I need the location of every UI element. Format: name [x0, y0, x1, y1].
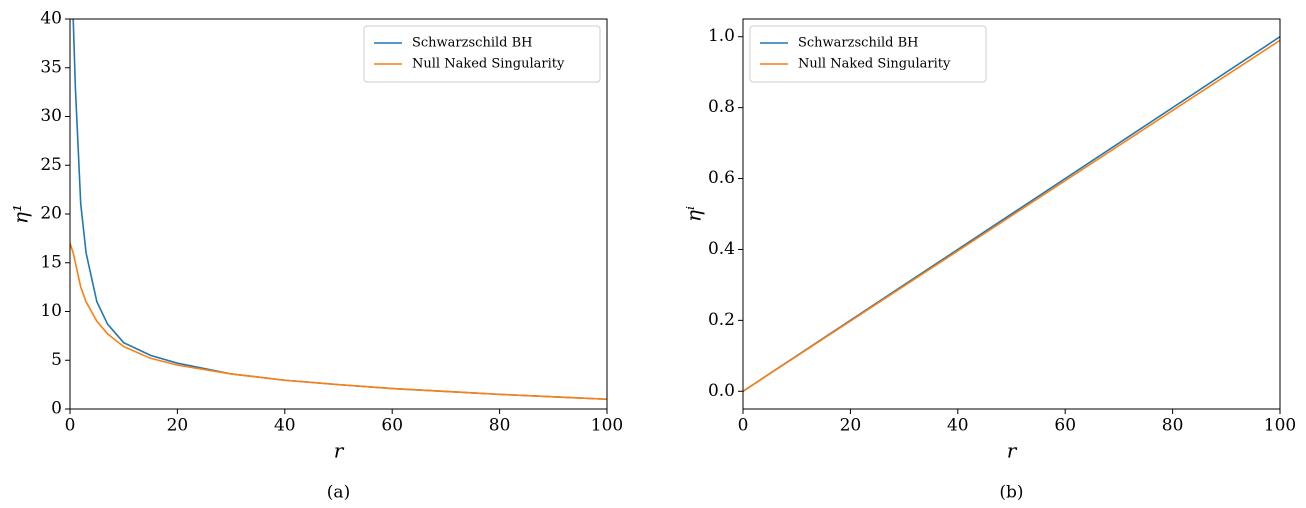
- legend-box: [363, 25, 601, 83]
- y-tick-label: 0.6: [708, 168, 735, 188]
- x-tick-label: 40: [274, 416, 296, 436]
- legend-label: Schwarzschild BH: [798, 36, 919, 51]
- x-tick-label: 0: [65, 416, 76, 436]
- legend-label: Null Naked Singularity: [412, 57, 565, 72]
- x-tick-label: 80: [489, 416, 511, 436]
- x-tick-label: 60: [1054, 416, 1076, 436]
- x-tick-label: 0: [738, 416, 749, 436]
- legend-label: Schwarzschild BH: [412, 36, 533, 51]
- y-tick-label: 10: [40, 301, 62, 321]
- y-tick-label: 0.2: [708, 310, 735, 330]
- y-tick-label: 0.0: [708, 381, 735, 401]
- y-tick-label: 30: [40, 106, 62, 126]
- y-tick-label: 20: [40, 204, 62, 224]
- y-axis-label: η¹: [9, 204, 33, 224]
- legend-label: Null Naked Singularity: [798, 57, 951, 72]
- x-tick-label: 20: [840, 416, 862, 436]
- axes-frame: [742, 18, 1281, 410]
- y-tick-label: 40: [40, 9, 62, 29]
- caption: (b): [999, 483, 1023, 503]
- y-tick-label: 1.0: [708, 26, 735, 46]
- y-tick-label: 0.4: [708, 239, 735, 259]
- x-tick-label: 20: [167, 416, 189, 436]
- y-tick-label: 15: [40, 252, 62, 272]
- y-tick-label: 0: [51, 399, 62, 419]
- x-tick-label: 100: [591, 416, 623, 436]
- line-series: [70, 242, 607, 401]
- y-tick-label: 0.8: [708, 97, 735, 117]
- caption: (a): [327, 483, 350, 503]
- y-tick-label: 35: [40, 57, 62, 77]
- x-axis-label: r: [1007, 439, 1018, 463]
- x-tick-label: 80: [1162, 416, 1184, 436]
- legend-box: [749, 25, 987, 83]
- x-axis-label: r: [334, 439, 345, 463]
- line-series: [743, 39, 1280, 392]
- x-tick-label: 40: [947, 416, 969, 436]
- x-tick-label: 60: [381, 416, 403, 436]
- axes-frame: [69, 18, 608, 410]
- y-tick-label: 5: [51, 350, 62, 370]
- y-tick-label: 25: [40, 155, 62, 175]
- x-tick-label: 100: [1264, 416, 1296, 436]
- y-axis-label: ηⁱ: [682, 206, 706, 222]
